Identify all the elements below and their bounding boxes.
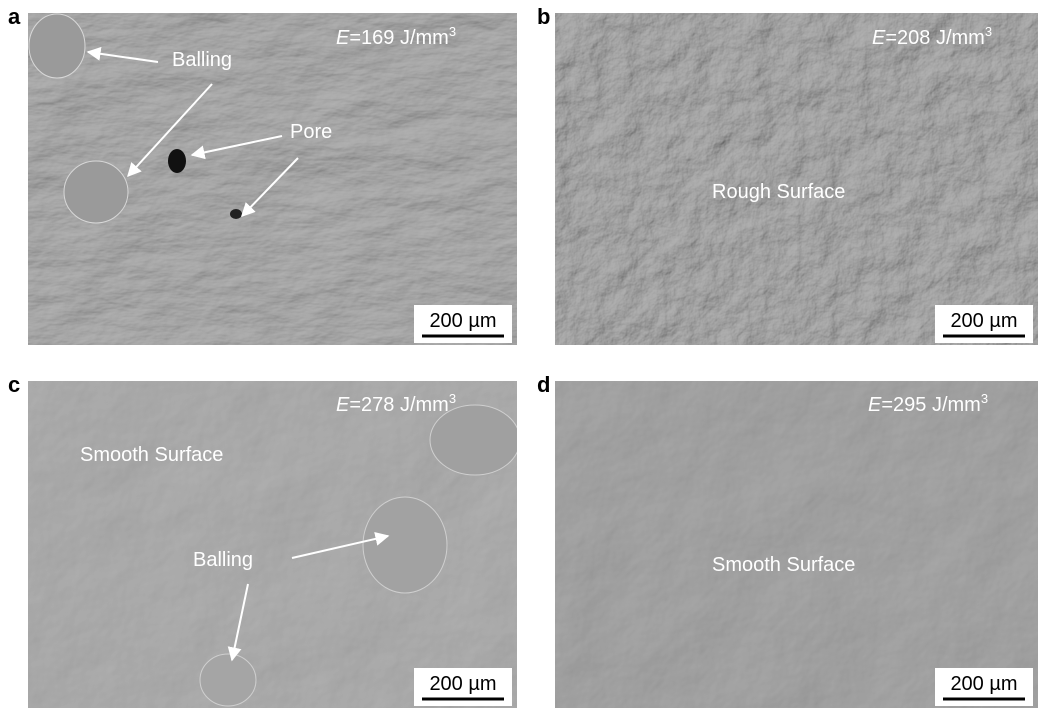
energy-value: =295 J/mm <box>881 394 980 416</box>
energy-value: =169 J/mm <box>349 27 448 49</box>
energy-exponent: 3 <box>449 24 456 39</box>
figure: aE=169 J/mm3BallingPore200 µmbE=208 J/mm… <box>0 0 1038 711</box>
scale-bar-label: 200 µm <box>950 673 1017 695</box>
scale-bar-label: 200 µm <box>429 673 496 695</box>
sem-panel <box>555 381 1038 708</box>
energy-exponent: 3 <box>985 24 992 39</box>
energy-symbol: E <box>336 27 350 49</box>
energy-label: E=295 J/mm3 <box>868 391 988 416</box>
sem-image <box>555 381 1038 708</box>
annotation: Balling <box>172 49 232 71</box>
energy-value: =278 J/mm <box>349 394 448 416</box>
sem-panel <box>28 381 520 708</box>
energy-label: E=208 J/mm3 <box>872 24 992 49</box>
energy-exponent: 3 <box>981 391 988 406</box>
sem-texture <box>555 381 1038 708</box>
scale-bar-label: 200 µm <box>950 310 1017 332</box>
scale-bar-label: 200 µm <box>429 310 496 332</box>
energy-symbol: E <box>868 394 882 416</box>
sem-panel <box>28 13 517 345</box>
annotation: Smooth Surface <box>712 554 855 576</box>
energy-exponent: 3 <box>449 391 456 406</box>
sem-image <box>28 13 517 345</box>
sem-texture <box>555 13 1038 345</box>
panel-label: d <box>537 372 550 397</box>
balling-particle <box>64 161 128 223</box>
annotation: Smooth Surface <box>80 444 223 466</box>
energy-value: =208 J/mm <box>885 27 984 49</box>
sem-panel <box>555 13 1038 345</box>
sem-image <box>555 13 1038 345</box>
energy-symbol: E <box>872 27 886 49</box>
annotation: Rough Surface <box>712 181 845 203</box>
energy-label: E=278 J/mm3 <box>336 391 456 416</box>
pore <box>230 209 242 219</box>
annotation: Balling <box>193 549 253 571</box>
sem-image <box>28 381 520 708</box>
balling-particle <box>200 654 256 706</box>
annotation: Pore <box>290 121 332 143</box>
panel-label: c <box>8 372 20 397</box>
balling-particle <box>363 497 447 593</box>
pore <box>168 149 186 173</box>
energy-label: E=169 J/mm3 <box>336 24 456 49</box>
energy-symbol: E <box>336 394 350 416</box>
panel-label: a <box>8 4 21 29</box>
balling-particle <box>29 14 85 78</box>
panel-label: b <box>537 4 550 29</box>
